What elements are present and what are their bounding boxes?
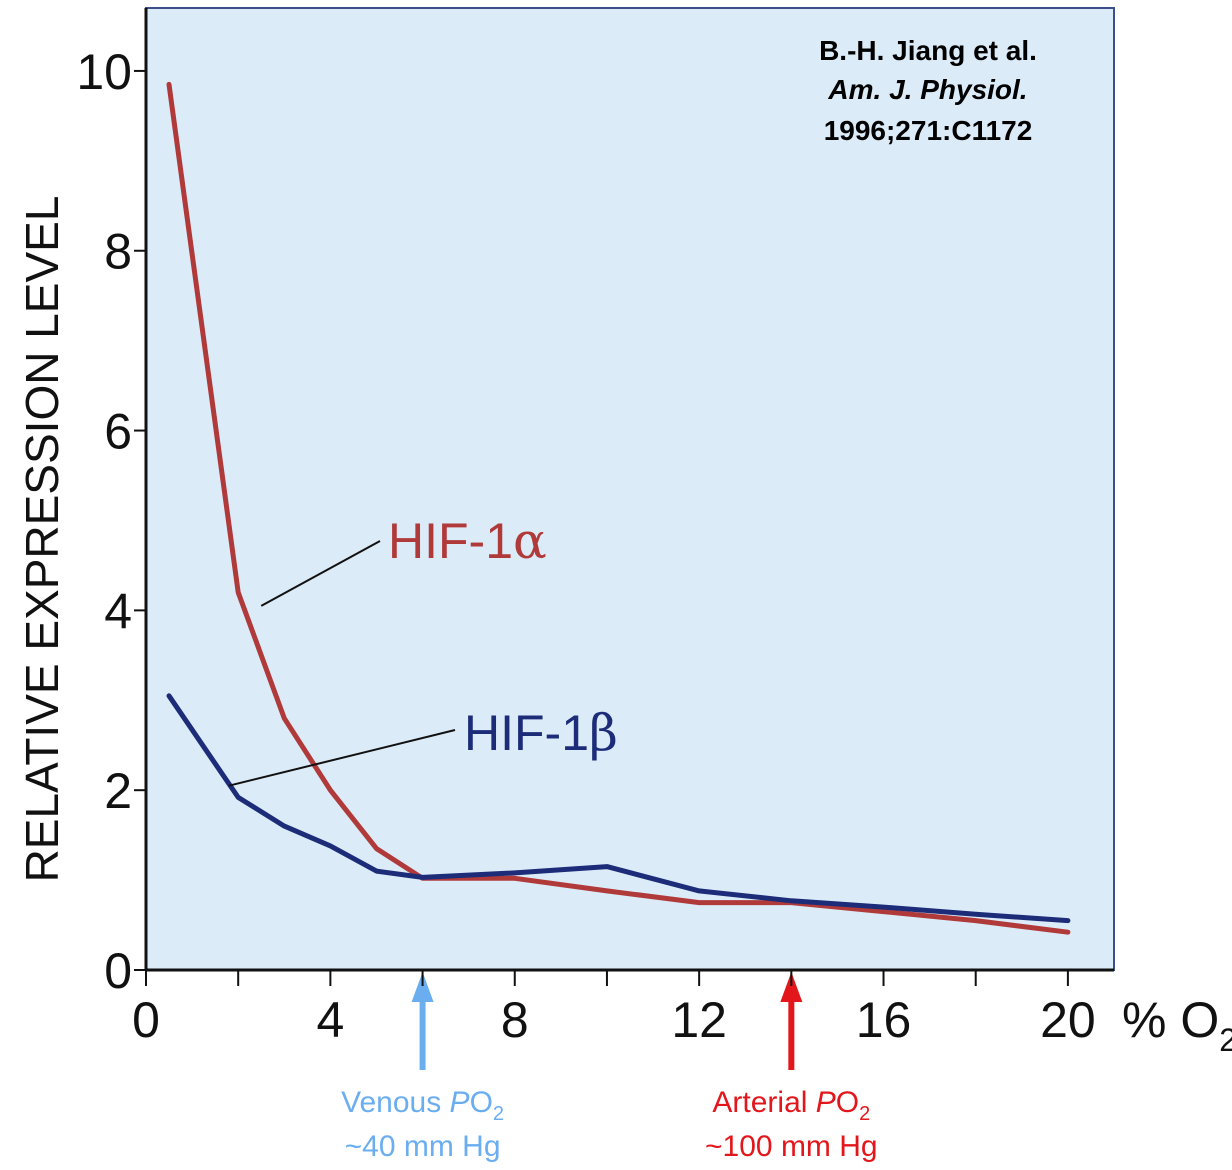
series-label-greek: α [513,512,547,570]
annotation-prefix: Arterial [712,1086,815,1119]
callout-layer [228,540,803,1070]
y-tick-label: 4 [104,583,132,639]
y-tick-label: 2 [104,763,132,819]
series-label-hif-1-beta: HIF-1β [464,704,618,762]
annotation-italic-p: P [450,1086,470,1119]
series-layer [166,81,1071,935]
series-label-greek: β [589,704,618,762]
x-axis-unit: % O2 [1122,992,1232,1058]
series-callout-line [228,729,456,787]
x-axis-unit-main: % O [1122,992,1219,1048]
annotation-subscript: 2 [493,1103,504,1125]
venous-arrow-head [411,972,434,1002]
x-tick-label: 20 [1040,992,1096,1048]
citation-journal: Am. J. Physiol. [827,74,1027,105]
annotation-italic-p: P [816,1086,836,1119]
series-label-hif-1-alpha: HIF-1α [388,512,547,570]
arterial-arrow-head [780,972,803,1002]
annotation-prefix: Venous [341,1086,449,1119]
series-line-hif-1-alpha [166,81,1071,935]
y-axis-title: RELATIVE EXPRESSION LEVEL [16,196,68,883]
x-tick-label: 8 [501,992,529,1048]
plot-background [145,7,1115,971]
y-tick-label: 8 [104,224,132,280]
y-tick-label: 10 [76,44,132,100]
y-tick-label: 6 [104,404,132,460]
annotation-o: O [836,1086,859,1119]
x-axis-unit-subscript: 2 [1219,1022,1232,1058]
axis-layer [134,8,1114,986]
venous-po2-label: Venous PO2 [341,1086,504,1125]
venous-mmhg-label: ~40 mm Hg [345,1130,501,1163]
citation-authors: B.-H. Jiang et al. [819,35,1037,66]
x-tick-label: 12 [671,992,727,1048]
series-callout-line [260,540,381,607]
citation-reference: 1996;271:C1172 [824,115,1033,146]
annotation-o: O [470,1086,493,1119]
x-tick-label: 4 [316,992,344,1048]
y-tick-label: 0 [104,943,132,999]
arterial-mmhg-label: ~100 mm Hg [705,1130,878,1163]
series-label-prefix: HIF-1 [464,705,589,761]
series-label-prefix: HIF-1 [388,513,513,569]
annotation-subscript: 2 [859,1103,870,1125]
x-tick-label: 0 [132,992,160,1048]
arterial-po2-label: Arterial PO2 [712,1086,870,1125]
x-tick-label: 16 [856,992,912,1048]
series-line-hif-1-beta [166,693,1071,924]
